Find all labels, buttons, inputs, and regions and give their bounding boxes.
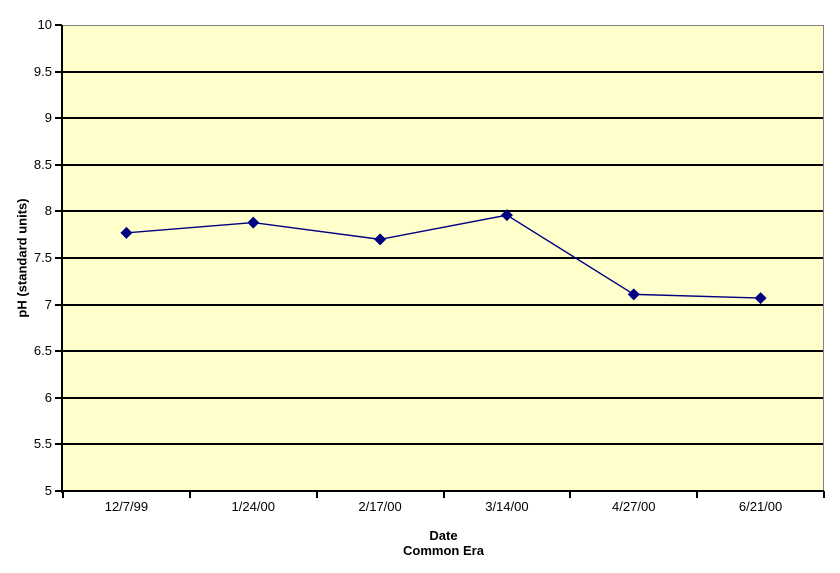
- x-axis-tick-label: 4/27/00: [612, 499, 656, 514]
- y-axis-tick: [55, 163, 62, 166]
- gridline: [63, 117, 824, 120]
- x-axis-tick: [315, 491, 318, 498]
- gridline: [63, 303, 824, 306]
- y-axis-tick: [55, 350, 62, 353]
- y-axis-tick: [55, 396, 62, 399]
- y-axis-tick-label: 9: [44, 110, 52, 126]
- x-axis-tick-label: 12/7/99: [104, 499, 149, 514]
- x-axis-tick-label: 6/21/00: [738, 499, 783, 514]
- x-axis-tick-label: 2/17/00: [358, 499, 402, 514]
- x-axis-title: Date Common Era: [63, 528, 824, 558]
- x-axis-tick: [823, 491, 825, 498]
- series-layer: [120, 209, 767, 305]
- data-point-marker: [120, 226, 133, 239]
- y-axis-tick-label: 5.5: [33, 436, 52, 452]
- data-point-marker: [754, 292, 767, 305]
- y-axis-tick: [55, 117, 62, 120]
- y-axis-tick-label: 6.5: [33, 343, 52, 359]
- x-axis-tick: [442, 491, 445, 498]
- y-axis-tick: [55, 303, 62, 306]
- x-axis-tick: [696, 491, 699, 498]
- x-axis-tick: [62, 491, 64, 498]
- y-axis-tick-label: 8.5: [33, 156, 52, 172]
- data-point-marker: [374, 233, 387, 246]
- y-axis-tick-label: 9.5: [33, 63, 52, 79]
- y-axis-tick: [55, 210, 62, 213]
- y-axis-title: pH (standard units): [14, 198, 30, 318]
- y-axis-tick-label: 6: [44, 389, 52, 405]
- x-axis-tick-label: 3/14/00: [485, 499, 529, 514]
- y-axis-tick: [55, 24, 62, 26]
- x-axis-title-line1: Date: [429, 528, 458, 543]
- y-axis-tick: [55, 70, 62, 73]
- data-point-marker: [247, 216, 260, 229]
- y-axis-line: [61, 25, 63, 493]
- gridline: [63, 350, 824, 353]
- gridline: [63, 210, 824, 213]
- y-axis-tick: [55, 443, 62, 446]
- gridline: [63, 443, 824, 446]
- gridline: [63, 163, 824, 166]
- y-axis-tick-label: 7: [44, 296, 52, 312]
- x-axis-tick: [188, 491, 191, 498]
- x-axis-tick-label: 1/24/00: [231, 499, 275, 514]
- gridline: [63, 396, 824, 399]
- data-point-marker: [500, 209, 513, 222]
- y-axis-tick-label: 8: [44, 203, 52, 219]
- x-axis-tick: [569, 491, 572, 498]
- x-axis-title-line2: Common Era: [403, 543, 484, 558]
- gridline: [63, 70, 824, 73]
- y-axis-tick-label: 7.5: [33, 250, 52, 265]
- y-axis-tick: [55, 490, 62, 492]
- y-axis-tick-label: 10: [37, 17, 52, 32]
- series-line: [126, 214, 761, 299]
- data-point-marker: [627, 288, 640, 301]
- y-axis-tick-label: 5: [44, 483, 52, 498]
- y-axis-tick: [55, 257, 62, 259]
- gridline: [63, 257, 824, 259]
